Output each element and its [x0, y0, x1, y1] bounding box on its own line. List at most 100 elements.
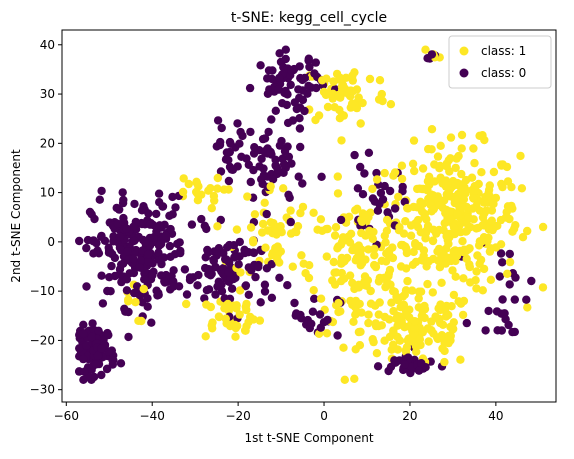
- class-1-point: [484, 225, 494, 234]
- class-0-point: [204, 265, 213, 274]
- class-1-point: [434, 256, 443, 266]
- class-1-point: [204, 186, 213, 195]
- class-0-point: [462, 318, 471, 328]
- class-0-point: [505, 249, 514, 259]
- class-1-point: [370, 251, 379, 260]
- class-0-point: [235, 139, 244, 148]
- class-0-point: [227, 284, 237, 293]
- class-1-point: [375, 76, 385, 85]
- class-1-point: [297, 251, 306, 260]
- class-1-point: [279, 184, 288, 193]
- class-0-point: [165, 211, 174, 220]
- class-1-point: [449, 290, 459, 300]
- class-1-point: [412, 347, 421, 356]
- class-1-point: [459, 274, 468, 283]
- legend-box: [448, 35, 552, 89]
- class-0-point: [144, 249, 153, 259]
- class-0-point: [281, 45, 290, 54]
- class-0-point: [79, 320, 88, 329]
- class-0-point: [380, 181, 389, 191]
- chart-legend: class: 1 class: 0: [448, 35, 552, 89]
- class-1-point: [398, 292, 408, 301]
- class-0-point: [240, 245, 249, 254]
- class-0-point: [85, 207, 95, 217]
- class-1-point: [437, 331, 447, 340]
- class-1-point: [271, 243, 280, 253]
- class-1-point: [193, 196, 203, 205]
- class-0-point: [259, 171, 268, 180]
- class-0-point: [147, 318, 156, 327]
- y-tick-label: 20: [40, 136, 55, 150]
- class-0-point: [255, 162, 264, 171]
- class-1-point: [498, 160, 507, 170]
- class-1-point: [456, 355, 465, 364]
- class-0-point: [249, 248, 259, 258]
- class-1-point: [319, 87, 329, 97]
- class-1-point: [389, 328, 398, 337]
- class-1-point: [382, 226, 392, 235]
- class-1-point: [503, 177, 513, 186]
- class-1-point: [442, 162, 451, 171]
- class-1-point: [434, 244, 444, 254]
- y-axis-label: 2nd t-SNE Component: [9, 149, 23, 283]
- class-0-point: [156, 239, 166, 249]
- class-0-point: [373, 362, 383, 371]
- class-0-point: [109, 232, 118, 241]
- class-1-point: [329, 257, 338, 267]
- class-0-point: [75, 344, 84, 353]
- class-1-point: [250, 210, 260, 219]
- class-0-point: [169, 282, 178, 291]
- class-1-point: [433, 152, 443, 161]
- class-0-point: [260, 287, 270, 296]
- class-1-point: [298, 202, 308, 212]
- class-0-point: [266, 148, 275, 157]
- class-1-point: [276, 222, 285, 231]
- class-1-point: [451, 163, 460, 173]
- class-1-point: [417, 207, 427, 216]
- class-1-point: [516, 151, 525, 161]
- class-1-point: [207, 204, 216, 213]
- class-1-point: [403, 276, 412, 286]
- class-0-point: [98, 299, 108, 308]
- class-1-point: [410, 166, 419, 176]
- x-axis-label: 1st t-SNE Component: [244, 431, 373, 445]
- class-1-point: [249, 315, 258, 324]
- class-1-point: [178, 187, 188, 197]
- class-1-point: [184, 179, 193, 189]
- class-1-point: [382, 215, 392, 225]
- class-1-point: [461, 246, 471, 256]
- class-1-point: [374, 277, 384, 286]
- class-0-point: [155, 221, 164, 230]
- class-1-point: [440, 357, 449, 367]
- class-1-point: [388, 253, 398, 263]
- class-1-point: [427, 145, 436, 154]
- class-1-point: [286, 229, 296, 238]
- class-0-point: [161, 231, 171, 241]
- class-0-point: [522, 295, 531, 304]
- class-0-point: [141, 238, 150, 247]
- class-0-point: [316, 323, 325, 332]
- class-1-point: [243, 192, 252, 201]
- class-0-point: [97, 271, 106, 280]
- y-tick-label: 30: [40, 87, 55, 101]
- class-1-point: [476, 255, 486, 265]
- class-0-point: [90, 214, 99, 224]
- class-1-point: [371, 262, 381, 272]
- class-1-point: [336, 240, 346, 249]
- class-0-point: [262, 209, 271, 219]
- x-axis-ticks: −60 −40 −20 0 20 40: [54, 402, 504, 423]
- class-0-point: [148, 271, 157, 280]
- class-0-point: [105, 273, 114, 282]
- class-1-point: [371, 321, 381, 331]
- class-1-point: [235, 310, 244, 319]
- class-1-point: [340, 375, 349, 384]
- class-0-point: [492, 307, 502, 316]
- class-0-point: [117, 260, 126, 269]
- class-0-point: [493, 326, 502, 335]
- class-0-point: [505, 280, 514, 289]
- class-0-point: [373, 206, 383, 215]
- class-1-point: [478, 131, 487, 140]
- x-tick-label: 0: [320, 409, 328, 423]
- class-0-point: [122, 224, 131, 233]
